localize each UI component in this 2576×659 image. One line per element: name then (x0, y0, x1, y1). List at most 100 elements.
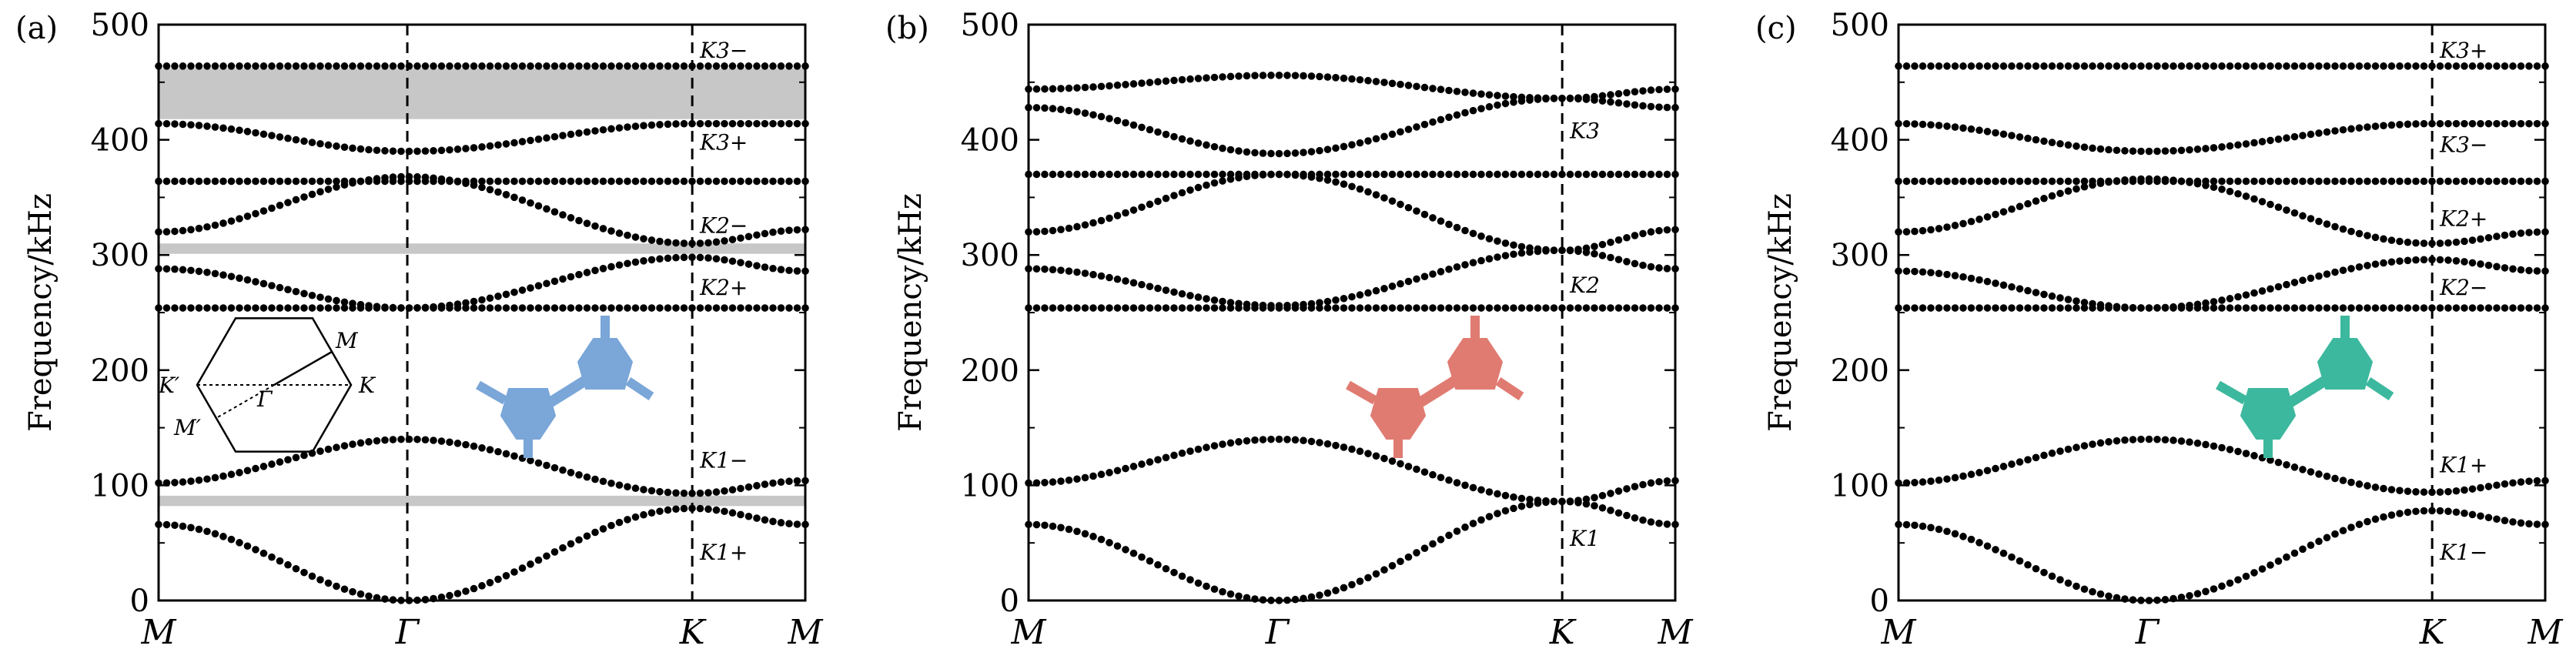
band-point (1992, 129, 1999, 137)
band-point (1049, 226, 1057, 235)
band-point (1663, 520, 1671, 528)
band-point (195, 122, 203, 129)
band-point (728, 177, 737, 186)
band-point (1380, 79, 1388, 86)
band-point (2056, 189, 2064, 198)
band-point (470, 442, 478, 450)
band-point (591, 177, 599, 186)
band-point (421, 303, 430, 312)
band-point (624, 123, 631, 131)
band-point (607, 62, 615, 70)
band-point (737, 177, 744, 186)
band-point (2315, 470, 2323, 478)
band-point (704, 177, 712, 186)
band-point (2073, 62, 2080, 70)
band-label: K3 (1569, 119, 1600, 144)
band-point (1485, 91, 1494, 99)
band-point (1550, 170, 1558, 179)
band-point (1510, 241, 1517, 249)
band-point (640, 486, 647, 493)
band-point (308, 139, 316, 146)
band-point (1975, 276, 1983, 284)
band-point (510, 288, 518, 296)
band-point (615, 261, 624, 269)
band-point (2283, 177, 2290, 186)
band-point (2234, 62, 2242, 70)
band-point (486, 578, 494, 587)
band-point (761, 304, 769, 312)
band-point (2234, 447, 2242, 456)
band-point (1951, 123, 1959, 131)
band-point (462, 299, 470, 307)
band-point (1283, 72, 1291, 79)
band-point (1526, 244, 1534, 252)
band-point (2380, 122, 2387, 129)
band-point (2226, 177, 2234, 186)
band-point (1129, 206, 1138, 214)
band-point (550, 62, 559, 70)
band-point (1445, 476, 1453, 484)
band-point (1235, 147, 1243, 155)
band-point (2461, 304, 2468, 312)
band-point (2509, 265, 2517, 273)
band-point (2493, 304, 2501, 312)
band-point (769, 62, 777, 70)
band-point (1122, 304, 1129, 312)
band-point (453, 440, 462, 447)
band-point (2064, 304, 2073, 312)
band-point (1332, 74, 1340, 82)
band-point (1210, 170, 1219, 179)
band-point (1388, 130, 1397, 139)
band-point (1631, 88, 1639, 95)
band-point (356, 439, 365, 447)
band-point (712, 506, 721, 514)
band-point (1122, 209, 1129, 217)
band-point (2170, 303, 2177, 311)
band-point (211, 269, 219, 278)
band-point (2121, 62, 2129, 70)
band-point (373, 146, 381, 155)
band-point (1919, 304, 1927, 312)
band-point (349, 177, 356, 186)
band-point (316, 304, 324, 312)
x-tick-label: Γ (2135, 613, 2160, 652)
band-point (2089, 144, 2096, 152)
band-point (2380, 62, 2387, 70)
band-point (1154, 284, 1162, 293)
band-point (1413, 207, 1420, 215)
band-point (2267, 304, 2274, 312)
band-point (2404, 238, 2412, 246)
band-point (162, 177, 171, 186)
band-point (1420, 210, 1429, 219)
band-point (696, 304, 704, 312)
band-point (2267, 456, 2274, 464)
band-point (421, 177, 430, 186)
band-point (2509, 62, 2517, 70)
band-point (2145, 304, 2153, 312)
band-point (753, 62, 761, 70)
band-point (1178, 135, 1186, 143)
band-point (2444, 487, 2452, 496)
band-point (1146, 200, 1154, 209)
band-point (1316, 304, 1323, 312)
band-point (252, 278, 259, 286)
y-tick-label: 500 (961, 8, 1019, 43)
band-point (1420, 273, 1429, 280)
band-point (1967, 274, 1975, 283)
band-point (219, 177, 227, 186)
band-point (446, 146, 453, 154)
band-point (2210, 585, 2218, 593)
band-point (2040, 137, 2048, 146)
band-point (664, 62, 672, 70)
band-point (1113, 304, 1122, 312)
band-point (2331, 530, 2339, 538)
band-point (195, 224, 203, 232)
band-point (2501, 177, 2509, 186)
band-point (2040, 177, 2048, 186)
band-point (195, 267, 203, 276)
band-point (721, 487, 728, 495)
band-point (1999, 463, 2008, 470)
band-point (527, 284, 534, 292)
band-point (1607, 91, 1614, 99)
band-point (1243, 170, 1251, 179)
